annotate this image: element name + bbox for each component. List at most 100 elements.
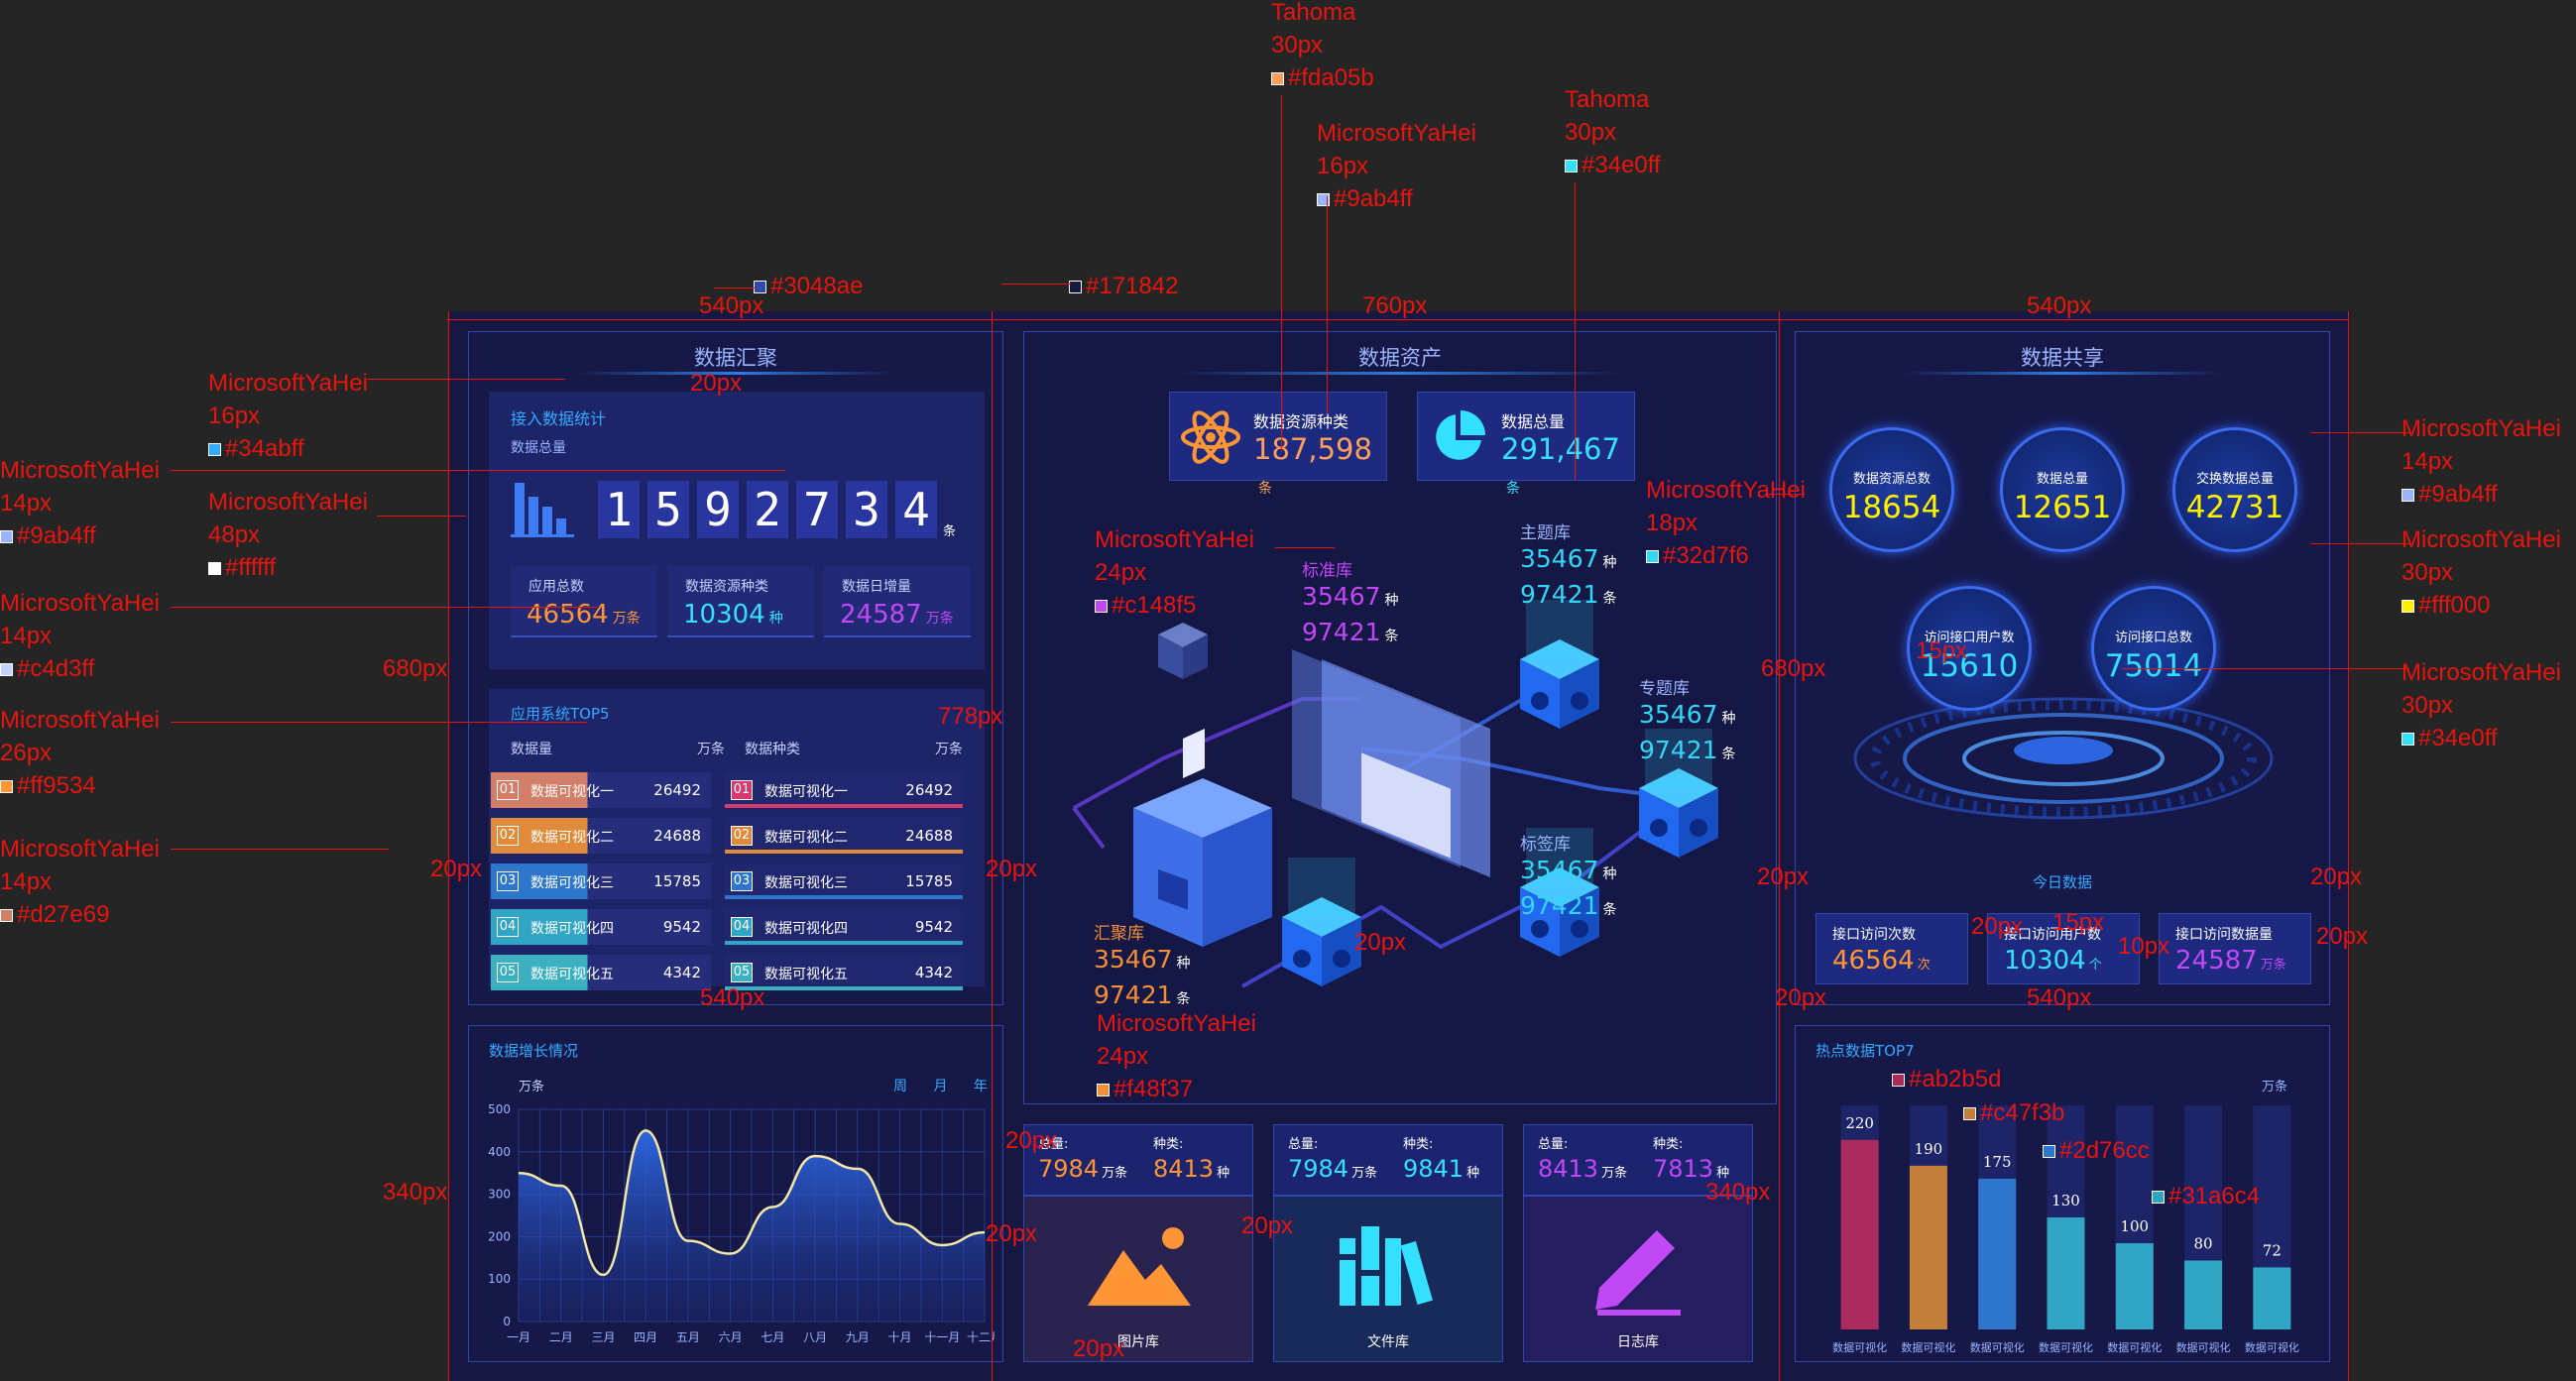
top5-row[interactable]: 04 数据可视化四 9542 [491, 909, 711, 945]
dimension-annotation: 20px [986, 1220, 1038, 1247]
bar-value-label: 175 [1983, 1153, 2012, 1171]
top5-row[interactable]: 02 数据可视化二 24688 [725, 818, 963, 854]
storage-picture-library-tile[interactable]: 图片库 [1023, 1196, 1253, 1362]
digit: 5 [647, 481, 689, 538]
top5-row[interactable]: 05 数据可视化五 4342 [491, 955, 711, 990]
swatch-box [208, 443, 221, 457]
bar [2253, 1267, 2291, 1329]
rank-badge: 02 [497, 826, 519, 846]
swatch-text: #31a6c4 [2168, 1183, 2261, 1209]
top5-row[interactable]: 01 数据可视化一 26492 [725, 772, 963, 808]
color-swatch-annotation: #d27e69 [0, 898, 160, 931]
today-api-visits: 接口访问次数 46564 次 [1815, 913, 1968, 984]
swatch-box [1317, 193, 1330, 207]
library-name: 主题库 [1520, 523, 1571, 543]
color-swatch-annotation: #34e0ff [2401, 722, 2561, 754]
digit: 9 [697, 481, 739, 538]
row-name: 数据可视化三 [530, 875, 614, 891]
left-head-label: 数据量 [511, 742, 552, 757]
tab-month[interactable]: 月 [933, 1079, 948, 1094]
access-stats-box: 接入数据统计 数据总量 1 5 9 2 7 3 4 [489, 392, 985, 669]
color-swatch-annotation: #9ab4ff [1317, 182, 1476, 215]
font-annotation: MicrosoftYaHei 18px #32d7f6 [1646, 474, 1806, 572]
font-annotation: MicrosoftYaHei 30px #fff000 [2401, 523, 2561, 622]
row-name: 数据可视化一 [530, 784, 614, 800]
dimension-annotation: 760px [1362, 292, 1428, 319]
bar [2184, 1260, 2223, 1329]
dimension-annotation: 540px [700, 984, 765, 1011]
today-value: 10304 个 [2004, 946, 2102, 976]
unit: 条 [1721, 747, 1736, 762]
top5-row[interactable]: 05 数据可视化五 4342 [725, 955, 963, 990]
swatch-text: #9ab4ff [17, 522, 96, 549]
swatch-box [1892, 1074, 1905, 1088]
swatch-text: #d27e69 [17, 901, 110, 928]
row-bar [725, 850, 963, 854]
library-count-number: 97421 [1520, 580, 1599, 609]
swatch-text: #c47f3b [1980, 1099, 2065, 1126]
unit: 条 [1506, 481, 1520, 497]
assets-total-number: 291,467 [1501, 432, 1620, 466]
unit: 条 [1602, 591, 1617, 607]
top5-row[interactable]: 03 数据可视化三 15785 [725, 863, 963, 899]
right-head-label: 数据种类 [745, 742, 800, 757]
unit: 条 [1602, 902, 1617, 918]
font-annotation: MicrosoftYaHei 24px #f48f37 [1097, 1007, 1256, 1105]
left-head-unit: 万条 [697, 742, 725, 757]
kinds-number: 7813 [1653, 1155, 1714, 1183]
total-label: 总量: [1288, 1137, 1319, 1152]
rank-badge: 01 [731, 780, 753, 800]
tab-year[interactable]: 年 [973, 1079, 988, 1094]
today-number: 46564 [1832, 946, 1915, 976]
top5-row[interactable]: 01 数据可视化一 26492 [491, 772, 711, 808]
tab-week[interactable]: 周 [893, 1079, 907, 1094]
top5-row[interactable]: 02 数据可视化二 24688 [491, 818, 711, 854]
today-value: 46564 次 [1832, 946, 1931, 976]
library-name: 专题库 [1639, 679, 1690, 699]
color-swatch-annotation: #34abff [208, 432, 368, 465]
leader-line [171, 849, 389, 850]
top5-row[interactable]: 03 数据可视化三 15785 [491, 863, 711, 899]
color-annotation: #c47f3b [1963, 1096, 2064, 1129]
annotation-line: 14px [0, 490, 53, 517]
annotation-line: MicrosoftYaHei [1097, 1010, 1256, 1037]
swatch-text: #fda05b [1288, 64, 1374, 91]
image-icon [1088, 1227, 1191, 1306]
x-tick-label: 十一月 [924, 1330, 960, 1344]
rank-badge: 03 [497, 871, 519, 891]
color-annotation: #ab2b5d [1892, 1063, 2001, 1095]
assets-flow-illustration [1072, 600, 1718, 988]
title-underline [1174, 372, 1626, 375]
dimension-annotation: 20px [986, 856, 1038, 882]
font-annotation: MicrosoftYaHei 26px #ff9534 [0, 704, 160, 802]
kinds-label: 种类: [1403, 1137, 1434, 1152]
circle-api-users: 访问接口用户数 15610 [1907, 586, 2032, 711]
storage-log-library-tile[interactable]: 日志库 [1523, 1196, 1753, 1362]
today-label-item: 接口访问次数 [1832, 927, 1916, 943]
swatch-box [1646, 550, 1659, 564]
x-tick-label: 三月 [591, 1330, 615, 1344]
stat-unit: 种 [768, 611, 783, 627]
top5-row[interactable]: 04 数据可视化四 9542 [725, 909, 963, 945]
swatch-box [2401, 733, 2414, 747]
swatch-text: #ab2b5d [1909, 1066, 2002, 1093]
dimension-annotation: 20px [1354, 929, 1407, 956]
storage-file-library-tile[interactable]: 文件库 [1273, 1196, 1503, 1362]
books-icon [1336, 1226, 1433, 1306]
pen-icon [1595, 1230, 1681, 1316]
cube [1639, 768, 1718, 858]
today-api-data: 接口访问数据量 24587 万条 [2159, 913, 2311, 984]
leader-line [2348, 311, 2349, 1381]
x-tick-label: 数据可视化 [1832, 1340, 1887, 1354]
color-swatch-annotation: #c47f3b [1963, 1096, 2064, 1129]
x-tick-label: 数据可视化 [2176, 1340, 2231, 1354]
circle-label: 数据总量 [2036, 472, 2088, 487]
dimension-annotation: 20px [2310, 863, 2363, 890]
row-name: 数据可视化一 [764, 784, 848, 800]
panel-growth: 数据增长情况 万条 周 月 年 0 100 200 300 400 500 一月 二月 三月 四月… [468, 1025, 1003, 1362]
panel-data-assets: 数据资产 数据资源种类 187,598 条 数据总量 291,467 条 [1023, 331, 1777, 1104]
stat-value: 10304 种 [683, 600, 783, 630]
panel-data-aggregation: 数据汇聚 接入数据统计 数据总量 1 5 9 2 7 [468, 331, 1003, 1005]
annotation-line: MicrosoftYaHei [0, 836, 160, 863]
today-number: 10304 [2004, 946, 2086, 976]
